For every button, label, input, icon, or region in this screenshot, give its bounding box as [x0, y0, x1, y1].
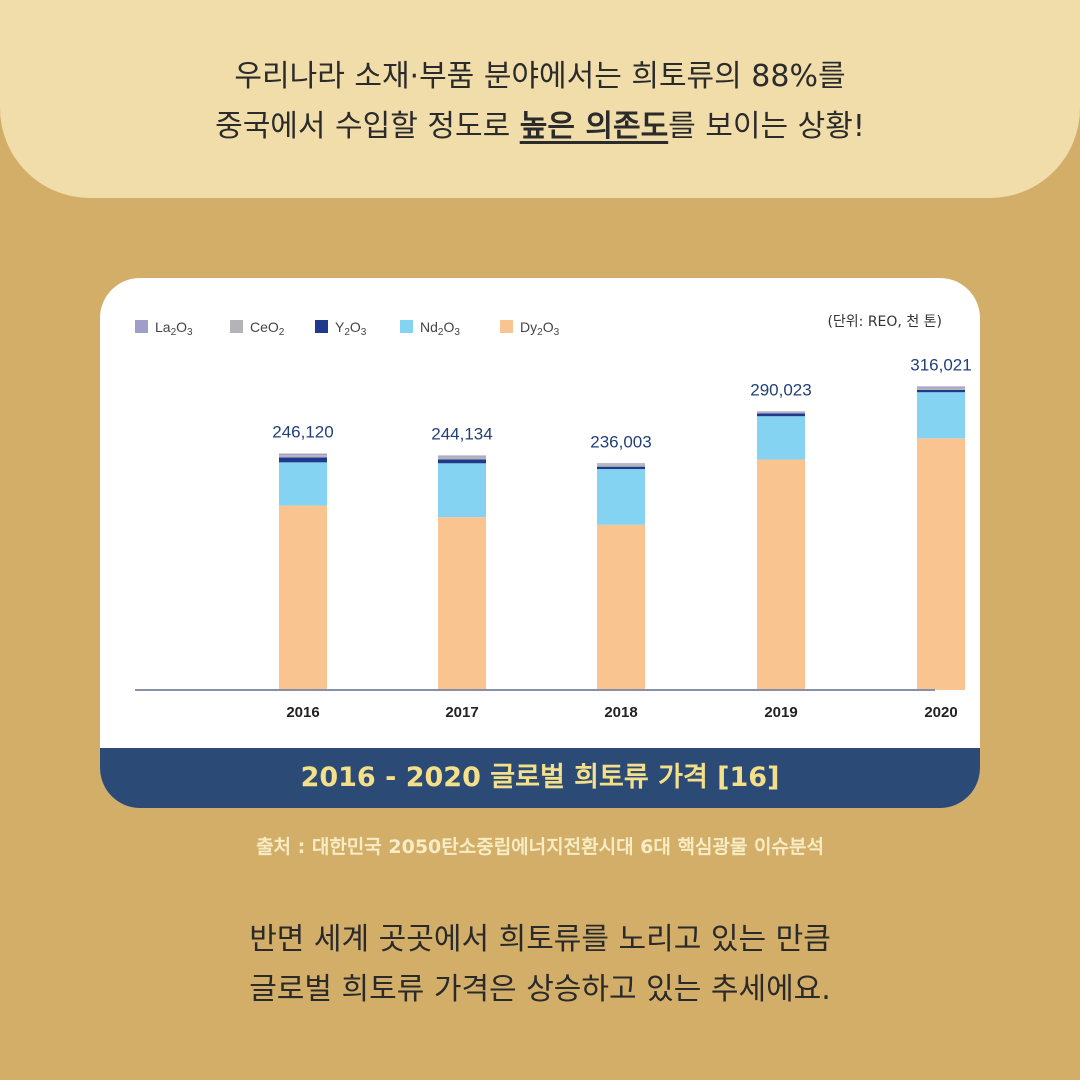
x-tick-2016: 2016: [286, 704, 319, 721]
bar-La2O3-2017: [438, 455, 486, 457]
x-tick-2018: 2018: [604, 704, 637, 721]
total-label-2018: 236,003: [590, 432, 651, 451]
legend-label-1: CeO2: [250, 319, 285, 338]
bar-La2O3-2019: [757, 411, 805, 413]
bar-CeO2-2017: [438, 456, 486, 460]
bar-La2O3-2016: [279, 453, 327, 456]
bar-CeO2-2018: [597, 464, 645, 467]
legend-swatch-2: [315, 320, 328, 333]
total-label-2020: 316,021: [910, 355, 971, 374]
header-line-2-start: 중국에서 수입할 정도로: [215, 109, 520, 144]
bar-La2O3-2018: [597, 463, 645, 465]
footer-text: 반면 세계 곳곳에서 희토류를 노리고 있는 만큼 글로벌 희토류 가격은 상승…: [0, 915, 1080, 1015]
bar-Nd2O3-2020: [917, 392, 965, 439]
bar-Dy2O3-2016: [279, 505, 327, 690]
bar-Y2O3-2016: [279, 457, 327, 463]
bar-CeO2-2019: [757, 412, 805, 414]
legend-label-3: Nd2O3: [420, 319, 460, 338]
header-line-2-end: 를 보이는 상황!: [668, 109, 865, 144]
chart-caption: 2016 - 2020 글로벌 희토류 가격 [16]: [100, 748, 980, 808]
bar-Dy2O3-2018: [597, 524, 645, 690]
header-line-1: 우리나라 소재·부품 분야에서는 희토류의 88%를: [234, 59, 846, 94]
bar-Y2O3-2019: [757, 413, 805, 417]
bar-CeO2-2016: [279, 455, 327, 458]
footer-line-1: 반면 세계 곳곳에서 희토류를 노리고 있는 만큼: [249, 922, 831, 957]
bar-Nd2O3-2016: [279, 462, 327, 506]
bar-Nd2O3-2019: [757, 416, 805, 460]
total-label-2019: 290,023: [750, 380, 811, 399]
legend-swatch-1: [230, 320, 243, 333]
footer-line-2: 글로벌 희토류 가격은 상승하고 있는 추세에요.: [249, 972, 831, 1007]
legend-swatch-3: [400, 320, 413, 333]
source-note: 출처 : 대한민국 2050탄소중립에너지전환시대 6대 핵심광물 이슈분석: [256, 836, 824, 858]
legend-label-2: Y2O3: [335, 319, 367, 338]
total-label-2016: 246,120: [272, 423, 333, 442]
x-tick-2017: 2017: [445, 704, 478, 721]
stacked-bar-chart: La2O3 CeO2 Y2O3 Nd2O3 Dy2O3 (단위: REO, 천 톤) 246…: [135, 314, 972, 721]
bar-Nd2O3-2018: [597, 469, 645, 525]
bar-Y2O3-2017: [438, 459, 486, 464]
x-tick-2019: 2019: [764, 704, 797, 721]
bar-Y2O3-2020: [917, 389, 965, 393]
total-label-2017: 244,134: [431, 424, 492, 443]
legend-label-0: La2O3: [155, 319, 193, 338]
x-tick-2020: 2020: [924, 704, 957, 721]
top-banner: 우리나라 소재·부품 분야에서는 희토류의 88%를 중국에서 수입할 정도로 …: [0, 0, 1080, 198]
bar-Y2O3-2018: [597, 466, 645, 470]
bar-La2O3-2020: [917, 386, 965, 388]
bar-Dy2O3-2019: [757, 459, 805, 690]
bar-CeO2-2020: [917, 387, 965, 390]
unit-label: (단위: REO, 천 톤): [827, 314, 942, 330]
legend-label-4: Dy2O3: [520, 319, 560, 338]
bar-Dy2O3-2020: [917, 438, 965, 690]
legend-swatch-0: [135, 320, 148, 333]
header-line-2: 중국에서 수입할 정도로 높은 의존도를 보이는 상황!: [0, 102, 1080, 152]
bar-Dy2O3-2017: [438, 517, 486, 690]
header-emphasis: 높은 의존도: [519, 109, 669, 144]
chart-card: La2O3 CeO2 Y2O3 Nd2O3 Dy2O3 (단위: REO, 천 톤) 246…: [100, 278, 980, 808]
legend-swatch-4: [500, 320, 513, 333]
bar-Nd2O3-2017: [438, 463, 486, 518]
